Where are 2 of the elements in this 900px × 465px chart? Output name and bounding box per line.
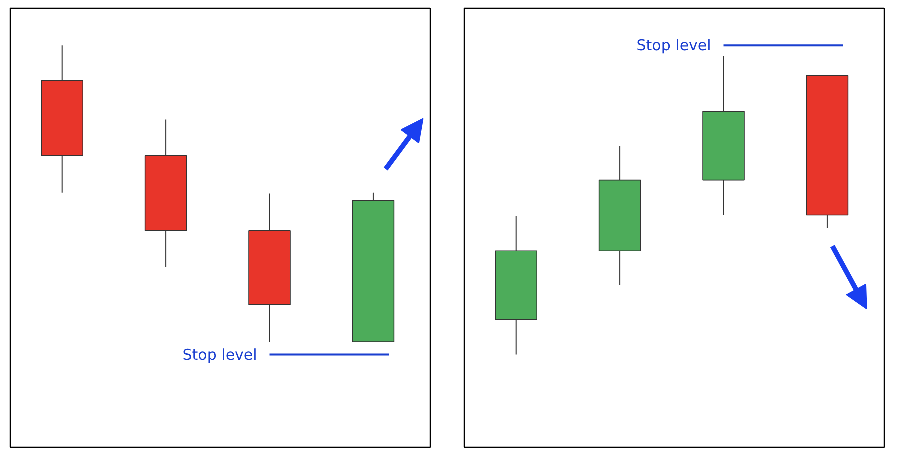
- ref-line-label: Stop level: [182, 346, 258, 364]
- ref-line-label: Stop level: [636, 36, 712, 55]
